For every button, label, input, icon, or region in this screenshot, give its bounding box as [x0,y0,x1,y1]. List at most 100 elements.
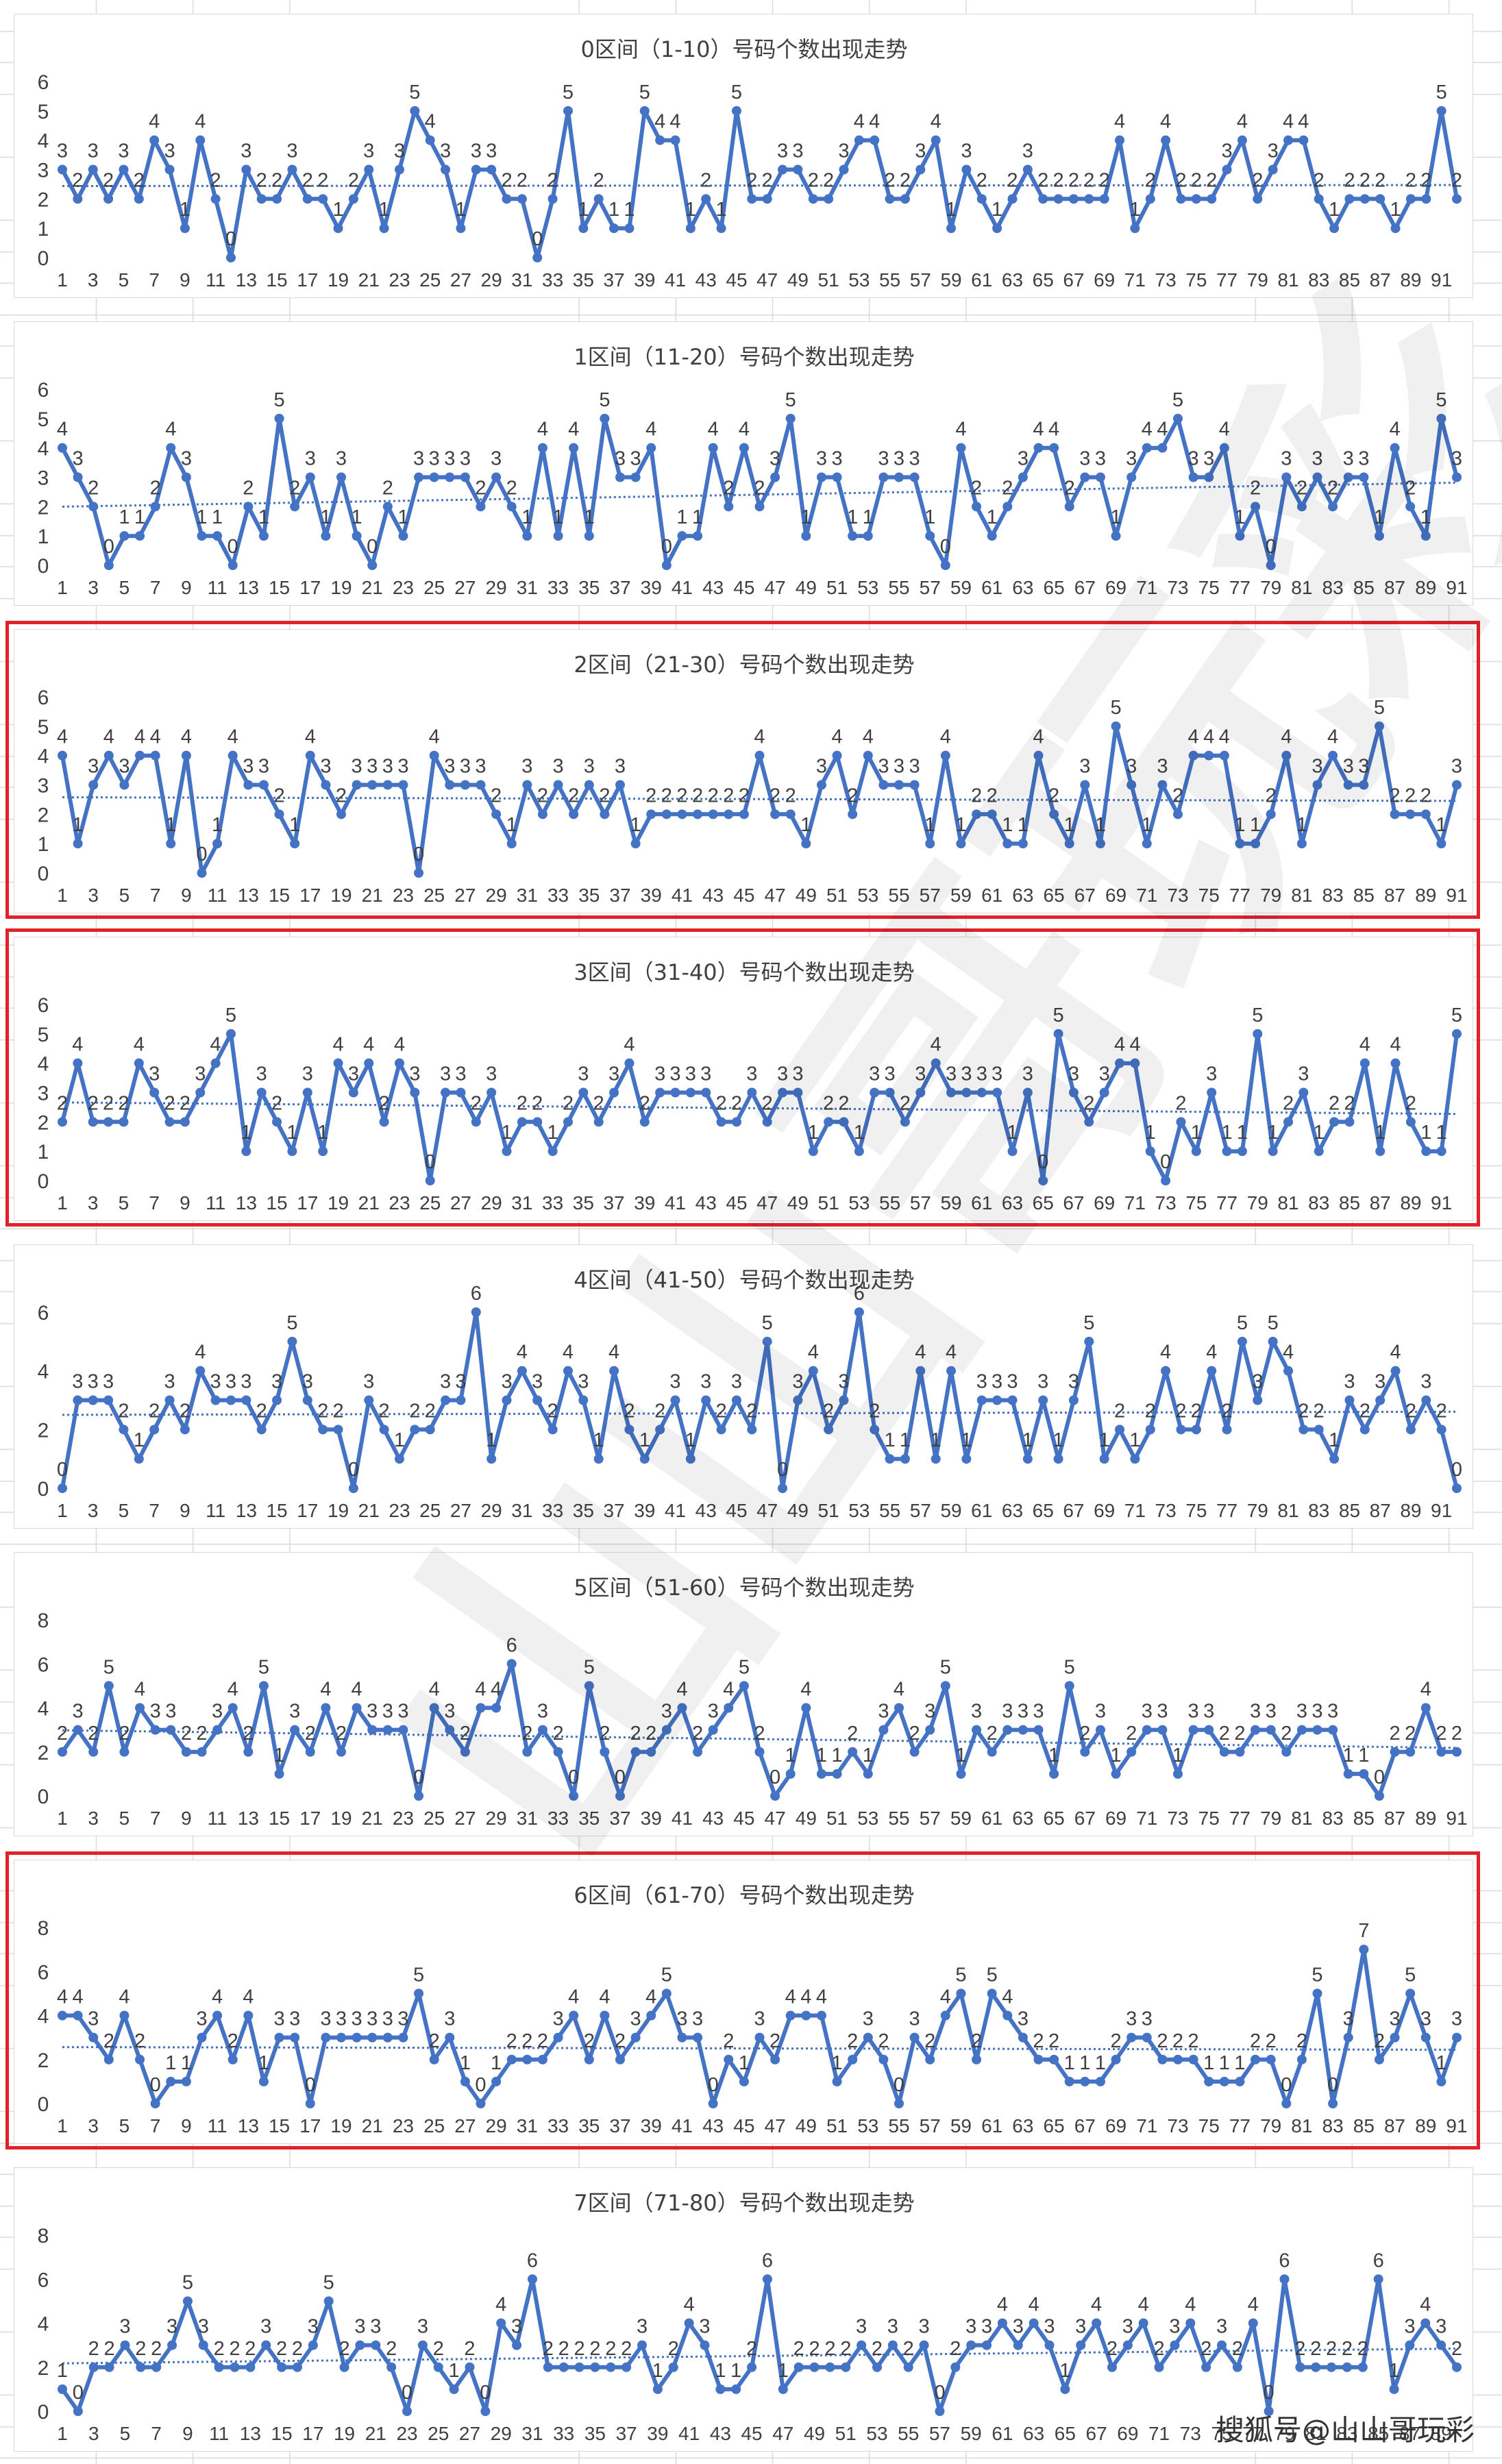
x-tick-label: 61 [971,269,992,291]
data-label: 2 [840,2338,851,2360]
data-point [1191,1146,1201,1157]
data-point [1314,194,1324,204]
data-point [1452,194,1462,204]
data-label: 3 [992,1371,1002,1393]
x-tick-label: 35 [578,1808,600,1829]
data-point [747,1425,757,1435]
chart-title: 3区间（31-40）号码个数出现走势 [574,959,914,985]
data-label: 3 [770,448,780,470]
data-label: 1 [1079,2052,1090,2074]
data-label: 2 [1099,169,1110,191]
data-label: 1 [320,506,331,528]
data-point [394,1454,404,1464]
data-point [832,2076,842,2086]
data-point [584,1681,594,1691]
data-point [512,2340,522,2350]
data-label: 3 [915,1063,926,1085]
data-label: 1 [134,506,145,528]
data-point [1328,2099,1338,2108]
chart-title: 2区间（21-30）号码个数出现走势 [574,652,914,678]
data-label: 3 [699,2316,710,2338]
data-point [1038,194,1048,204]
data-label: 3 [700,1371,711,1393]
data-label: 4 [73,1986,84,2008]
data-point [778,2384,788,2394]
data-label: 3 [195,1063,206,1085]
data-label: 1 [212,814,223,836]
data-point [1420,809,1431,820]
x-tick-label: 57 [920,885,941,906]
data-point [414,868,424,878]
data-label: 2 [256,169,267,191]
data-point [1421,1146,1431,1157]
data-point [547,1425,558,1435]
data-label: 2 [471,1092,482,1114]
data-point [1359,1425,1370,1435]
x-tick-label: 43 [695,1500,717,1521]
data-point [1122,2340,1133,2350]
data-label: 2 [88,477,99,499]
x-tick-label: 23 [389,1500,410,1521]
data-label: 2 [227,2030,238,2052]
data-label: 2 [1250,477,1261,499]
data-point [532,1395,543,1405]
x-tick-label: 89 [1415,577,1436,598]
y-tick-label: 3 [38,775,49,798]
data-label: 2 [558,2338,569,2360]
data-label: 2 [1007,169,1018,191]
data-label: 3 [370,2316,381,2338]
x-tick-label: 29 [486,2115,507,2136]
data-point [1264,2406,1274,2416]
x-tick-label: 51 [826,1808,848,1829]
data-label: 2 [1266,785,1277,806]
data-point [976,194,987,204]
data-point [502,1146,512,1157]
data-point [103,194,114,204]
data-label: 0 [1451,1459,1462,1481]
x-tick-label: 55 [888,2115,909,2136]
data-point [992,1087,1002,1098]
data-point [894,1703,904,1713]
data-label: 2 [273,785,284,806]
data-label: 2 [1344,1092,1355,1114]
data-label: 3 [243,756,254,778]
data-point [832,750,842,761]
x-tick-label: 31 [511,269,532,291]
data-point [1436,839,1446,849]
x-tick-label: 7 [149,1500,160,1521]
data-point [367,560,378,570]
data-point [816,472,826,482]
data-point [639,1454,650,1464]
data-point [212,839,223,849]
signature: 搜狐号@山山哥玩彩 [1215,2413,1475,2447]
x-tick-label: 41 [672,1808,693,1829]
data-point [909,2032,920,2043]
data-label: 3 [878,1701,889,1723]
data-label: 4 [1142,419,1153,441]
x-tick-label: 61 [981,885,1002,906]
data-label: 2 [517,1092,528,1114]
data-point [134,1058,144,1068]
data-point [135,1703,145,1713]
data-label: 2 [1405,785,1416,806]
x-tick-label: 39 [641,885,662,906]
data-point [150,1725,160,1735]
data-label: 2 [605,2338,616,2360]
data-label: 3 [1002,1701,1013,1723]
x-tick-label: 61 [971,1500,992,1521]
x-tick-label: 73 [1167,1808,1188,1829]
data-label: 3 [336,448,347,470]
data-label: 2 [754,1723,765,1745]
x-tick-label: 75 [1185,1500,1207,1521]
x-tick-label: 57 [910,1500,931,1521]
data-label: 2 [593,1092,604,1114]
x-tick-label: 53 [848,1500,870,1521]
data-point [966,2340,976,2350]
x-tick-label: 21 [362,577,383,598]
data-point [878,2054,889,2065]
data-point [1142,2032,1152,2043]
data-point [287,1146,297,1157]
data-point [1188,2054,1198,2065]
data-label: 2 [823,169,834,191]
y-tick-label: 1 [38,218,49,241]
